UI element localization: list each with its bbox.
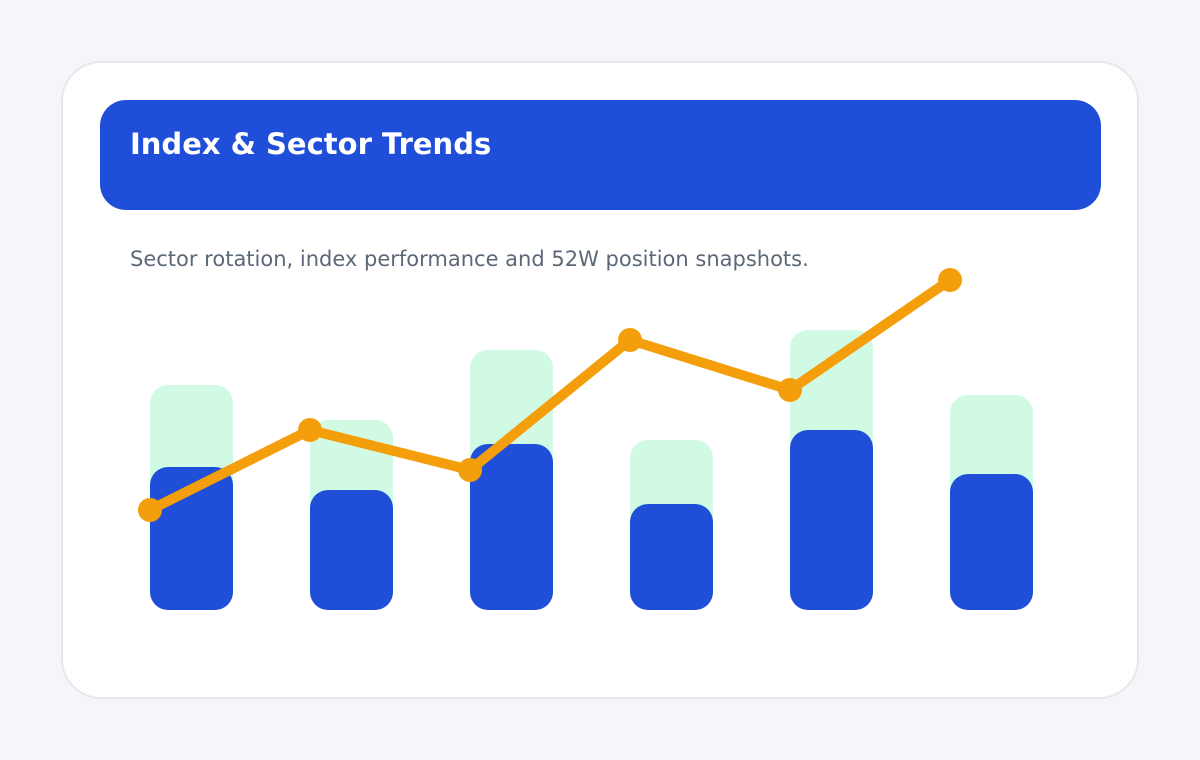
trend-point-1: [138, 498, 162, 522]
trend-point-6: [938, 268, 962, 292]
primary-bar-2: [310, 490, 393, 610]
primary-bar-4: [630, 504, 713, 610]
trend-line: [145, 275, 955, 515]
trend-point-5: [778, 378, 802, 402]
primary-bars: [150, 430, 1033, 610]
trend-point-3: [458, 458, 482, 482]
primary-bar-5: [790, 430, 873, 610]
header-banner: [100, 100, 1101, 210]
primary-bar-3: [470, 444, 553, 610]
chart-title: Index & Sector Trends: [130, 127, 492, 161]
trend-line-layer: [138, 268, 962, 522]
chart-subtitle: Sector rotation, index performance and 5…: [130, 247, 809, 271]
trend-point-2: [298, 418, 322, 442]
primary-bar-6: [950, 474, 1033, 610]
trend-point-4: [618, 328, 642, 352]
